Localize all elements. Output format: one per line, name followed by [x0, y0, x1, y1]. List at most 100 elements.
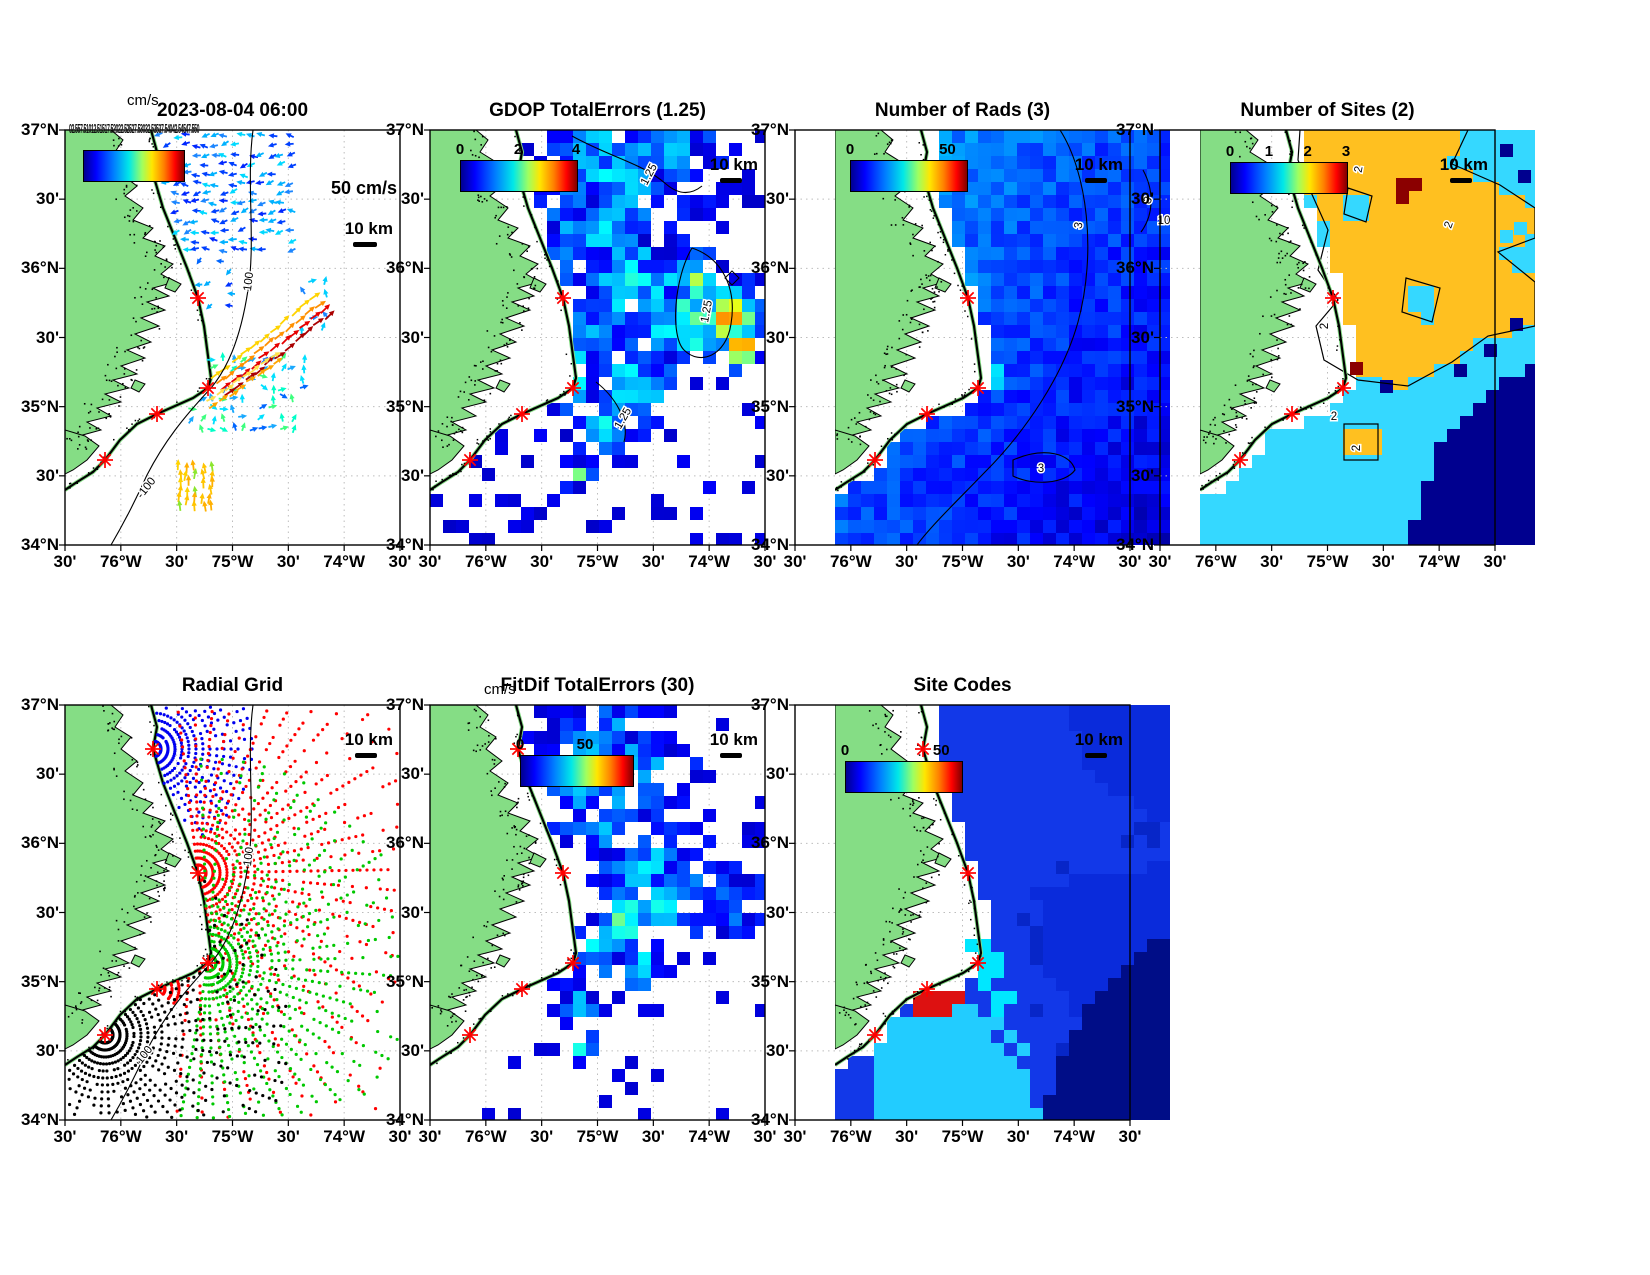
y-tick-label: 35°N: [751, 971, 789, 991]
panel-title: Number of Rads (3): [874, 100, 1051, 121]
scale-annotation: 10 km: [710, 730, 758, 749]
y-tick-label: 30': [1131, 465, 1154, 485]
contour-label: 2: [1331, 411, 1337, 423]
contour-label: 2: [1353, 165, 1366, 173]
contour-label: 1.25: [699, 299, 715, 323]
colorbar: [460, 160, 578, 192]
x-tick-label: 30': [530, 1127, 554, 1146]
x-tick-label: 76°W: [464, 552, 507, 571]
x-tick-label: 30': [1148, 552, 1172, 571]
map-plot: 2 2 2 2 2 10 km: [1154, 129, 1535, 551]
colorbar-tick-label: 4: [571, 141, 581, 158]
y-tick-label: 35°N: [751, 396, 789, 416]
x-tick-label: 74°W: [323, 552, 366, 571]
x-tick-label: 75°W: [1306, 552, 1349, 571]
x-tick-label: 74°W: [688, 552, 731, 571]
x-tick-label: 30': [276, 552, 300, 571]
y-tick-label: 36°N: [751, 833, 789, 853]
scale-annotation: 10 km: [1075, 155, 1123, 174]
x-tick-label: 30': [895, 552, 919, 571]
colorbar-tick-label: 1: [1264, 143, 1274, 160]
x-tick-label: 75°W: [211, 1127, 254, 1146]
y-tick-label: 30': [1131, 189, 1154, 209]
colorbar: [1230, 162, 1348, 194]
y-tick-label: 35°N: [386, 396, 424, 416]
y-tick-label: 36°N: [386, 833, 424, 853]
scale-annotation: 10 km: [1440, 155, 1488, 174]
y-tick-label: 37°N: [21, 695, 59, 714]
y-tick-label: 34°N: [751, 535, 789, 554]
y-tick-label: 35°N: [21, 396, 59, 416]
colorbar-units-label: cm/s: [127, 92, 159, 109]
x-tick-label: 30': [1006, 552, 1030, 571]
x-tick-label: 30': [165, 552, 189, 571]
x-tick-label: 74°W: [1053, 1127, 1096, 1146]
scale-annotation: 10 km: [710, 155, 758, 174]
y-tick-label: 30': [766, 1040, 789, 1060]
x-tick-label: 30': [641, 552, 665, 571]
x-tick-label: 30': [1260, 552, 1284, 571]
x-tick-label: 74°W: [1053, 552, 1096, 571]
colorbar-tick-label: 50: [576, 736, 594, 753]
y-tick-label: 37°N: [751, 120, 789, 139]
x-tick-label: 30': [418, 1127, 442, 1146]
y-tick-label: 30': [401, 327, 424, 347]
x-tick-label: 76°W: [99, 1127, 142, 1146]
y-tick-label: 34°N: [386, 1110, 424, 1129]
x-tick-label: 76°W: [464, 1127, 507, 1146]
x-tick-label: 75°W: [941, 552, 984, 571]
x-tick-label: 30': [53, 1127, 77, 1146]
x-tick-label: 74°W: [323, 1127, 366, 1146]
y-tick-label: 30': [401, 1040, 424, 1060]
colorbar: [845, 761, 963, 793]
x-tick-label: 30': [1006, 1127, 1030, 1146]
x-tick-label: 30': [388, 552, 412, 571]
colorbar-units-label: cm/s: [484, 681, 516, 698]
contour-label: 3: [1073, 221, 1086, 229]
y-tick-label: 36°N: [21, 258, 59, 278]
x-tick-label: 75°W: [576, 552, 619, 571]
y-tick-label: 35°N: [386, 971, 424, 991]
y-tick-label: 30': [766, 902, 789, 922]
colorbar: [520, 755, 634, 787]
colorbar-tick-label: 0: [455, 141, 465, 158]
x-tick-label: 30': [1118, 1127, 1142, 1146]
y-tick-label: 30': [36, 465, 59, 485]
y-tick-label: 30': [36, 189, 59, 209]
y-tick-label: 30': [1131, 327, 1154, 347]
x-tick-label: 30': [753, 1127, 777, 1146]
y-tick-label: 35°N: [1116, 396, 1154, 416]
colorbar-tick-label: 2: [1303, 143, 1312, 160]
x-tick-label: 30': [1371, 552, 1395, 571]
y-tick-label: 36°N: [21, 833, 59, 853]
y-tick-label: 30': [36, 327, 59, 347]
panel-title: Radial Grid: [181, 675, 284, 696]
colorbar-tick-label: 0: [845, 141, 855, 158]
y-tick-label: 30': [36, 902, 59, 922]
contour-label: 100: [242, 271, 256, 292]
x-tick-label: 30': [783, 552, 807, 571]
y-tick-label: 36°N: [751, 258, 789, 278]
x-tick-label: 75°W: [941, 1127, 984, 1146]
x-tick-label: 30': [641, 1127, 665, 1146]
x-tick-label: 30': [165, 1127, 189, 1146]
colorbar-tick-label: 2: [513, 141, 523, 158]
y-tick-label: 36°N: [386, 258, 424, 278]
scale-annotation: 10 km: [1075, 730, 1123, 749]
x-tick-label: 75°W: [211, 552, 254, 571]
x-tick-label: 30': [1118, 552, 1142, 571]
x-tick-label: 30': [1483, 552, 1507, 571]
x-tick-label: 30': [753, 552, 777, 571]
panel-title: GDOP TotalErrors (1.25): [489, 100, 706, 121]
y-tick-label: 37°N: [751, 695, 789, 714]
colorbar-overlapping-tick-labels: 02.557.51012.51517.52022.52527.53032.535…: [69, 121, 200, 136]
y-tick-label: 30': [766, 764, 789, 784]
y-tick-label: 37°N: [386, 120, 424, 139]
y-tick-label: 30': [401, 764, 424, 784]
x-tick-label: 76°W: [829, 552, 872, 571]
y-tick-label: 30': [766, 189, 789, 209]
